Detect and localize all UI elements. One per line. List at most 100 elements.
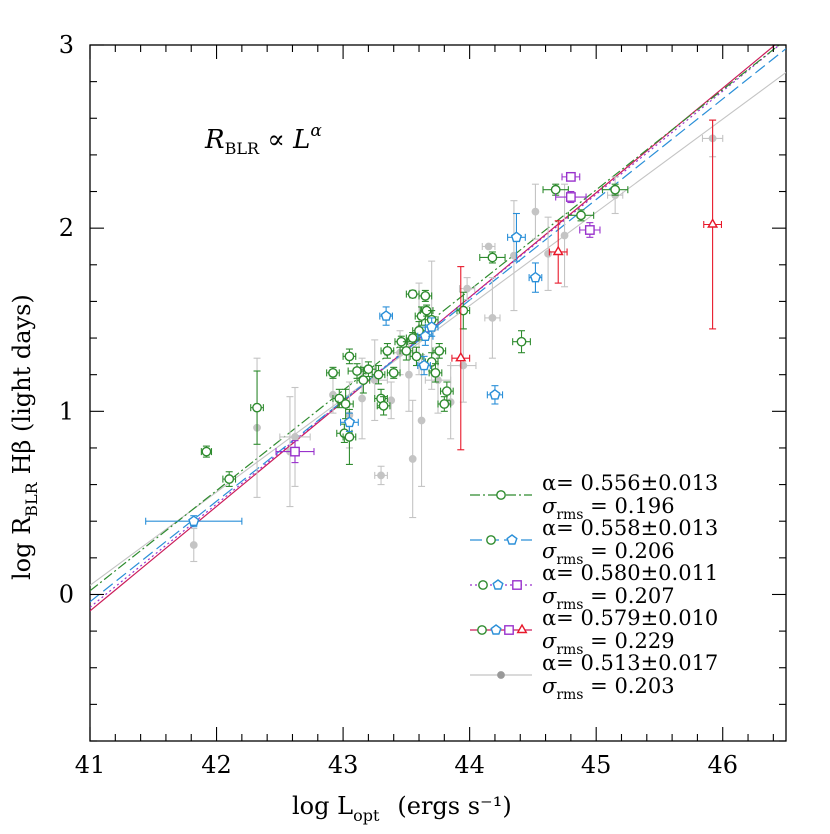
legend-sigma: σrms = 0.206 [542,539,675,568]
point-green [337,388,354,420]
point-gray [484,277,501,359]
marker-dot [463,284,472,293]
marker-circle [363,364,374,375]
point-gray [189,527,198,563]
series-red [451,119,723,451]
point-red [703,119,723,330]
marker-dot [387,396,396,405]
point-blue [145,515,243,528]
point-purple [275,440,315,464]
marker-circle [334,393,345,404]
marker-triangle [552,245,564,256]
point-green [428,363,443,383]
legend-alpha: α= 0.580±0.011 [542,561,718,585]
series-green [200,183,629,487]
point-green [376,396,391,416]
point-green [222,471,237,487]
x-tick-label: 43 [328,751,359,779]
point-gray [358,357,366,440]
marker-circle [441,386,452,397]
y-tick-label: 0 [59,580,74,608]
legend-alpha: α= 0.579±0.010 [542,606,718,630]
marker-dot [377,471,385,480]
point-green [250,370,264,445]
point-green [326,366,340,379]
y-tick-label: 1 [59,397,74,425]
marker-circle [430,367,441,378]
marker-circle [407,289,418,299]
point-purple [579,222,601,238]
point-purple [555,190,587,204]
marker-pentagon [343,416,356,428]
point-gray [458,277,476,301]
marker-circle [401,345,412,356]
point-green [432,342,447,359]
legend-marker-pentagon [490,624,502,635]
marker-circle [388,367,399,378]
marker-circle [340,399,351,409]
point-gray [408,399,417,519]
marker-pentagon [419,330,431,341]
marker-circle [344,432,355,442]
point-purple [561,171,581,182]
point-blue [340,412,359,433]
point-gray [417,353,426,487]
legend-marker-pentagon [492,579,504,590]
point-gray [560,183,569,288]
legend-sigma: σrms = 0.203 [542,674,675,703]
marker-circle [610,184,621,195]
x-tick-label: 41 [75,751,106,779]
marker-dot [459,361,468,370]
marker-square [565,171,576,182]
legend-sigma: σrms = 0.229 [542,629,675,658]
legend-marker-circle [477,625,487,635]
marker-circle [224,474,235,484]
point-gray [387,381,396,420]
marker-pentagon [510,231,523,243]
marker-dot [189,541,198,549]
x-axis-label: log Lopt (ergs s⁻¹) [292,792,512,825]
point-blue [507,212,526,262]
marker-dot [408,455,417,463]
point-green [479,251,506,264]
point-green [567,209,595,222]
marker-circle [328,367,338,378]
point-blue [424,317,439,337]
legend-sigma: σrms = 0.207 [542,584,675,613]
marker-circle [576,210,586,221]
marker-dot [510,251,518,260]
point-green [371,364,386,385]
point-gray [450,328,477,403]
point-green [512,330,531,354]
marker-circle [550,184,561,195]
marker-pentagon [489,388,501,400]
marker-dot [560,231,569,240]
marker-circle [201,446,212,457]
marker-circle [407,333,418,343]
point-green [437,396,452,412]
point-blue [417,355,431,376]
legend-marker-circle [478,580,488,590]
x-tick-label: 42 [201,751,232,779]
legend-marker-square [512,580,522,590]
plot-frame [89,44,787,742]
point-blue [417,326,434,346]
marker-circle [434,345,445,356]
point-blue [486,385,504,405]
legend-alpha: α= 0.556±0.013 [542,471,718,495]
point-green [347,363,367,379]
point-gray [374,465,388,486]
legend-marker-pentagon [506,534,518,545]
marker-circle [352,366,362,376]
marker-circle [439,399,450,409]
point-blue [528,262,543,293]
point-gray [279,386,311,487]
marker-pentagon [418,359,430,371]
point-green [456,291,471,330]
marker-pentagon [529,271,542,283]
y-tick-label: 2 [59,214,74,242]
series-blue [145,212,543,528]
